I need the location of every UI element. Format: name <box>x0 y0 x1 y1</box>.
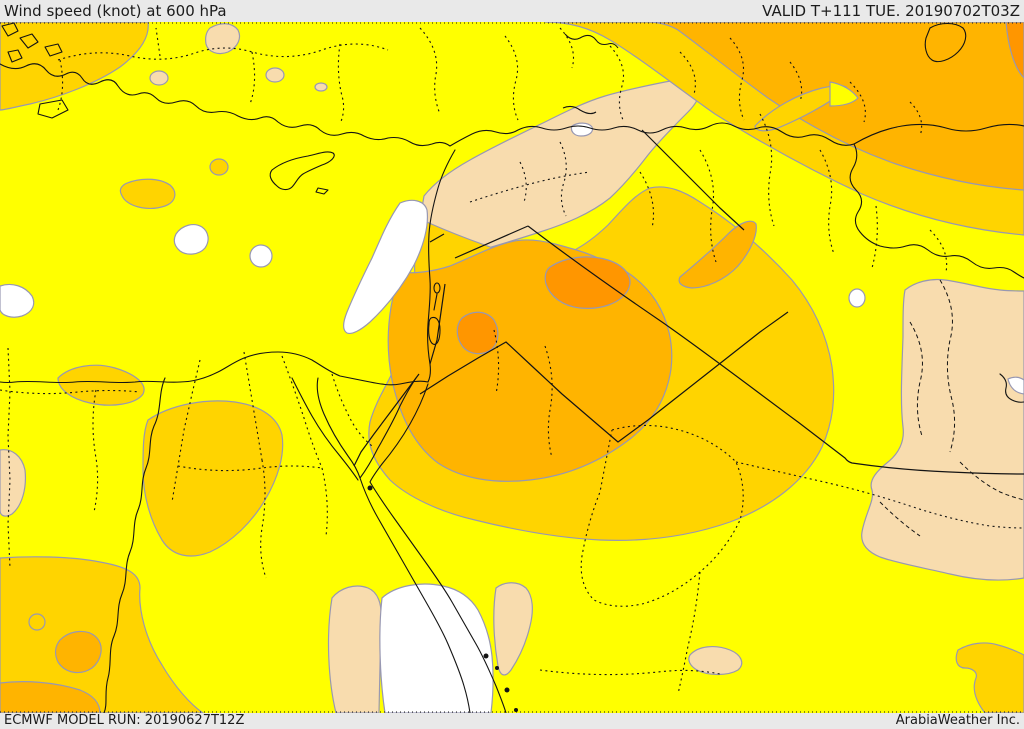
valid-time-label: VALID T+111 TUE. 20190702T03Z <box>762 2 1020 20</box>
dotted-admin-borders <box>0 27 1024 695</box>
footer-bar: ECMWF MODEL RUN: 20190627T12Z ArabiaWeat… <box>0 713 1024 729</box>
weather-map <box>0 22 1024 713</box>
header-bar: Wind speed (knot) at 600 hPa VALID T+111… <box>0 0 1024 22</box>
calm-white-regions <box>0 122 1024 713</box>
model-run-label: ECMWF MODEL RUN: 20190627T12Z <box>4 713 245 728</box>
map-frame <box>0 22 1024 713</box>
map-title: Wind speed (knot) at 600 hPa <box>4 2 227 20</box>
strongest-wind-deep-orange-cores <box>456 22 1024 355</box>
wind-speed-contour-map <box>0 22 1024 713</box>
country-borders <box>353 129 1024 475</box>
attribution-label: ArabiaWeather Inc. <box>895 713 1020 728</box>
